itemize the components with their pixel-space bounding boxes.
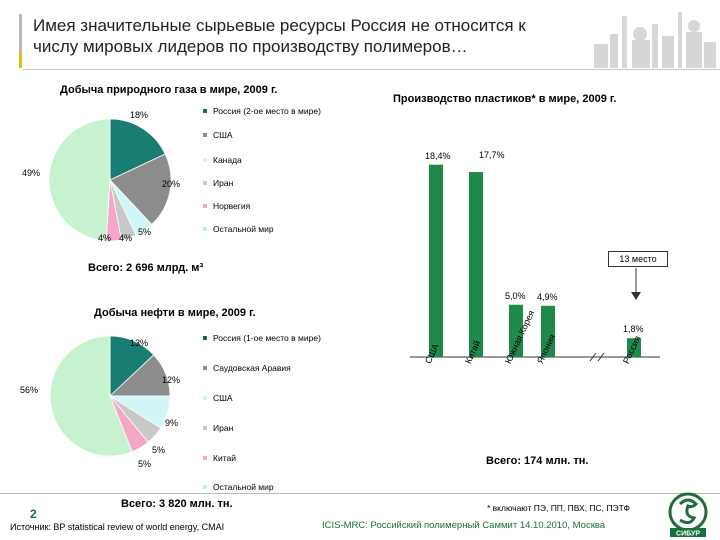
oil-legend-item-3: Иран (203, 423, 233, 433)
oil-legend-swatch (203, 455, 207, 460)
oil-legend-item-1: Саудовская Аравия (203, 363, 291, 373)
slide-title: Имея значительные сырьевые ресурсы Росси… (33, 16, 526, 56)
axis-break-mark (589, 352, 597, 362)
oil-legend-swatch (203, 484, 207, 489)
gas-legend-item-0: Россия (2-ое место в мире) (203, 106, 321, 116)
gas-legend-label: Иран (213, 178, 234, 188)
logo-text: СИБУР (676, 531, 700, 538)
plastics-bar-южная-корея (509, 304, 523, 357)
gas-legend-swatch (203, 203, 207, 208)
oil-legend-label: Китай (213, 453, 236, 463)
page-number: 2 (30, 507, 37, 521)
gas-legend-swatch (203, 226, 207, 231)
oil-legend-swatch (203, 365, 207, 370)
gas-legend-item-5: Остальной мир (203, 224, 274, 234)
gas-legend-item-2: Канада (203, 155, 242, 165)
plastics-bar-сша (429, 164, 443, 357)
oil-legend-swatch (203, 395, 207, 400)
oil-legend-label: Россия (1-ое место в мире) (213, 333, 321, 343)
oil-label-rest: 56% (20, 385, 39, 395)
sibur-logo: СИБУР (668, 492, 708, 538)
gas-legend-label: США (213, 130, 233, 140)
oil-label-saudi: 12% (162, 375, 181, 385)
gas-label-canada: 5% (138, 227, 152, 237)
plastics-bar-value-label: 1,8% (623, 324, 644, 335)
oil-legend-swatch (203, 335, 207, 340)
oil-legend-label: Саудовская Аравия (213, 363, 291, 373)
gas-legend-swatch (203, 180, 207, 185)
plastics-bar-япония (541, 305, 555, 357)
oil-label-usa: 9% (165, 418, 179, 428)
gas-legend-label: Остальной мир (213, 224, 274, 234)
rank-callout-arrowhead (631, 292, 641, 300)
oil-label-russia: 13% (130, 338, 149, 348)
gas-legend-swatch (203, 132, 207, 137)
conference-note: ICIS-MRC: Российский полимерный Саммит 1… (322, 520, 606, 531)
gas-legend-item-4: Норвегия (203, 201, 250, 211)
plastics-bar-value-label: 5,0% (505, 290, 526, 301)
axis-break-mark (597, 352, 605, 362)
gas-legend-label: Норвегия (213, 201, 251, 211)
gas-label-norway: 4% (98, 233, 112, 243)
oil-legend-item-4: Китай (203, 453, 236, 463)
gas-legend-label: Россия (2-ое место в мире) (213, 106, 321, 116)
plastics-bar-китай (469, 172, 483, 357)
gas-pie-chart (48, 118, 172, 242)
accent-bar (19, 14, 22, 52)
oil-total: Всего: 3 820 млн. тн. (121, 498, 233, 510)
gas-label-usa: 20% (162, 179, 181, 189)
gas-chart-title: Добыча природного газа в мире, 2009 г. (60, 84, 278, 96)
header-divider (22, 69, 720, 70)
gas-pie-slice-5 (48, 118, 111, 242)
gas-label-rest: 49% (22, 168, 41, 178)
gas-label-russia: 18% (130, 110, 149, 120)
plastics-bar-россия (627, 338, 641, 357)
gas-label-iran: 4% (119, 233, 133, 243)
gas-pie-slice-1 (109, 153, 172, 226)
gas-legend-item-3: Иран (203, 178, 233, 188)
factory-skyline-illustration (594, 12, 716, 68)
gas-total: Всего: 2 696 млрд. м³ (88, 262, 204, 274)
plastics-total: Всего: 174 млн. тн. (486, 455, 589, 467)
oil-legend-item-0: Россия (1-ое место в мире) (203, 333, 321, 343)
plastics-bar-value-label: 18,4% (425, 150, 451, 161)
footer-divider (0, 493, 720, 494)
oil-legend-item-2: США (203, 393, 233, 403)
gas-legend-item-1: США (203, 130, 233, 140)
oil-legend-label: Иран (213, 423, 234, 433)
oil-label-iran: 5% (152, 445, 166, 455)
oil-legend-item-5: Остальной мир (203, 482, 274, 492)
oil-pie-slice-5 (49, 335, 133, 457)
oil-label-china: 5% (138, 459, 152, 469)
gas-legend-label: Канада (213, 155, 242, 165)
plastics-chart-title: Производство пластиков* в мире, 2009 г. (393, 93, 617, 105)
oil-chart-title: Добыча нефти в мире, 2009 г. (94, 307, 256, 319)
russia-rank-callout: 13 место (608, 251, 668, 267)
accent-bar-yellow (19, 52, 22, 68)
oil-legend-label: Остальной мир (213, 482, 274, 492)
gas-legend-swatch (203, 157, 207, 162)
gas-pie-slice-0 (109, 118, 166, 181)
oil-legend-label: США (213, 393, 233, 403)
plastics-bar-value-label: 17,7% (479, 150, 505, 161)
oil-pie-chart (49, 335, 171, 457)
oil-legend-swatch (203, 425, 207, 430)
plastics-bar-value-label: 4,9% (537, 291, 558, 302)
gas-legend-swatch (203, 108, 207, 113)
source-note: Источник: BP statistical review of world… (10, 522, 225, 532)
plastics-footnote: * включают ПЭ, ПП, ПВХ, ПС, ПЭТФ (487, 503, 630, 513)
